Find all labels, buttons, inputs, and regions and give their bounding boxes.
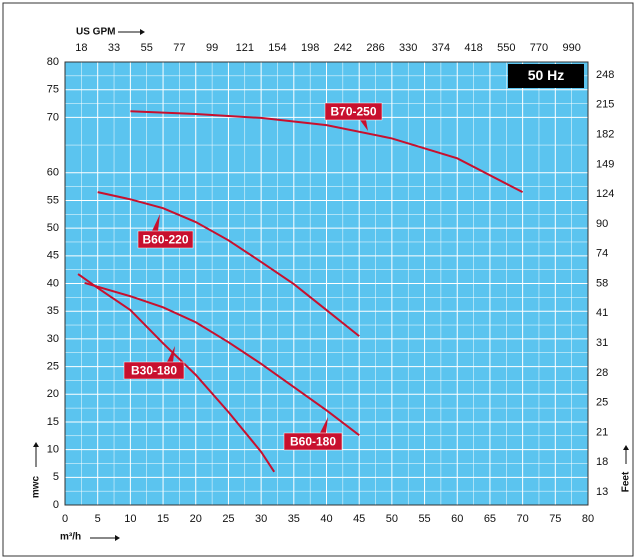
- y-tick-label: 60: [47, 167, 59, 179]
- x-tick-label: 65: [484, 513, 496, 525]
- arrow-head: [115, 535, 120, 541]
- label-pointer: [167, 346, 175, 362]
- top-axis-tick-label: 77: [173, 42, 185, 54]
- top-axis-tick-label: 242: [334, 42, 352, 54]
- top-axis-tick-label: 770: [530, 42, 548, 54]
- y2-tick-label: 25: [596, 397, 608, 409]
- curve: [130, 110, 524, 194]
- label-pointer: [152, 214, 160, 231]
- x-tick-label: 10: [124, 513, 136, 525]
- y2-tick-label: 215: [596, 99, 614, 111]
- y-tick-label: 75: [47, 84, 59, 96]
- x-tick-label: 75: [549, 513, 561, 525]
- top-axis-tick-label: 198: [301, 42, 319, 54]
- y2-tick-label: 13: [596, 486, 608, 498]
- y-tick-label: 0: [53, 499, 59, 511]
- y2-tick-label: 18: [596, 456, 608, 468]
- y-axis-label: mwc: [31, 475, 42, 498]
- top-axis-tick-label: 121: [236, 42, 254, 54]
- curve: [97, 191, 360, 337]
- y2-tick-label: 248: [596, 69, 614, 81]
- y2-tick-label: 41: [596, 307, 608, 319]
- y-tick-label: 40: [47, 277, 59, 289]
- y2-tick-label: 149: [596, 158, 614, 170]
- arrow-head: [33, 442, 39, 447]
- top-axis-tick-label: 99: [206, 42, 218, 54]
- top-axis-tick-label: 990: [562, 42, 580, 54]
- top-axis-label: US GPM: [76, 27, 115, 38]
- x-tick-label: 20: [190, 513, 202, 525]
- top-axis-tick-label: 55: [141, 42, 153, 54]
- label-pointer: [360, 120, 368, 131]
- y2-axis-label: Feet: [621, 471, 632, 492]
- series-label: B60-220: [142, 233, 188, 247]
- y2-tick-label: 90: [596, 218, 608, 230]
- y2-tick-label: 74: [596, 248, 608, 260]
- label-box: [137, 230, 194, 249]
- curve: [84, 281, 360, 437]
- label-box: [324, 102, 383, 121]
- x-tick-label: 55: [418, 513, 430, 525]
- y-tick-label: 5: [53, 471, 59, 483]
- y2-tick-label: 31: [596, 337, 608, 349]
- y-tick-label: 10: [47, 444, 59, 456]
- curve: [77, 273, 276, 473]
- label-box: [123, 361, 185, 380]
- top-axis-tick-label: 330: [399, 42, 417, 54]
- top-axis-tick-label: 33: [108, 42, 120, 54]
- y-tick-label: 20: [47, 388, 59, 400]
- x-tick-label: 60: [451, 513, 463, 525]
- series-label: B30-180: [131, 364, 177, 378]
- y-tick-label: 50: [47, 222, 59, 234]
- x-tick-label: 50: [386, 513, 398, 525]
- label-pointer: [320, 417, 328, 433]
- top-axis-tick-label: 286: [366, 42, 384, 54]
- x-tick-label: 70: [517, 513, 529, 525]
- x-tick-label: 5: [95, 513, 101, 525]
- y-tick-label: 45: [47, 250, 59, 262]
- top-axis-tick-label: 154: [268, 42, 286, 54]
- badge: 50 Hz: [528, 67, 565, 83]
- series-label: B60-180: [290, 435, 336, 449]
- y2-tick-label: 124: [596, 188, 614, 200]
- y-tick-label: 15: [47, 416, 59, 428]
- x-axis-label: m³/h: [60, 532, 81, 543]
- y2-tick-label: 182: [596, 128, 614, 140]
- top-axis-tick-label: 374: [432, 42, 450, 54]
- y-tick-label: 80: [47, 56, 59, 68]
- arrow-head: [623, 445, 629, 450]
- top-axis-tick-label: 18: [75, 42, 87, 54]
- y-tick-label: 30: [47, 333, 59, 345]
- x-tick-label: 80: [582, 513, 594, 525]
- x-tick-label: 0: [62, 513, 68, 525]
- y-tick-label: 25: [47, 360, 59, 372]
- y-tick-label: 35: [47, 305, 59, 317]
- badge-box: [508, 64, 584, 88]
- x-tick-label: 45: [353, 513, 365, 525]
- x-tick-label: 35: [288, 513, 300, 525]
- y-tick-label: 55: [47, 194, 59, 206]
- top-axis-tick-label: 418: [464, 42, 482, 54]
- plot-area: [64, 61, 589, 506]
- x-tick-label: 15: [157, 513, 169, 525]
- plot-border: [64, 61, 589, 506]
- x-tick-label: 30: [255, 513, 267, 525]
- top-axis-tick-label: 550: [497, 42, 515, 54]
- label-box: [283, 432, 343, 451]
- x-tick-label: 40: [320, 513, 332, 525]
- y2-tick-label: 21: [596, 426, 608, 438]
- y-tick-label: 70: [47, 111, 59, 123]
- x-tick-label: 25: [222, 513, 234, 525]
- arrow-head: [140, 29, 145, 35]
- y2-tick-label: 28: [596, 367, 608, 379]
- series-label: B70-250: [330, 105, 376, 119]
- y2-tick-label: 58: [596, 277, 608, 289]
